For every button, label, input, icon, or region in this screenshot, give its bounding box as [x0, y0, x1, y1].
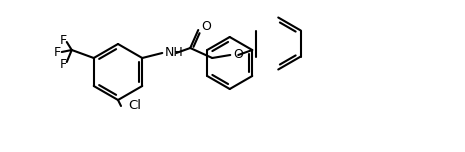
Text: NH: NH [165, 45, 184, 59]
Text: O: O [201, 21, 211, 33]
Text: F: F [60, 33, 67, 47]
Text: F: F [60, 57, 67, 71]
Text: O: O [233, 47, 243, 60]
Text: Cl: Cl [128, 99, 141, 112]
Text: F: F [54, 45, 61, 59]
